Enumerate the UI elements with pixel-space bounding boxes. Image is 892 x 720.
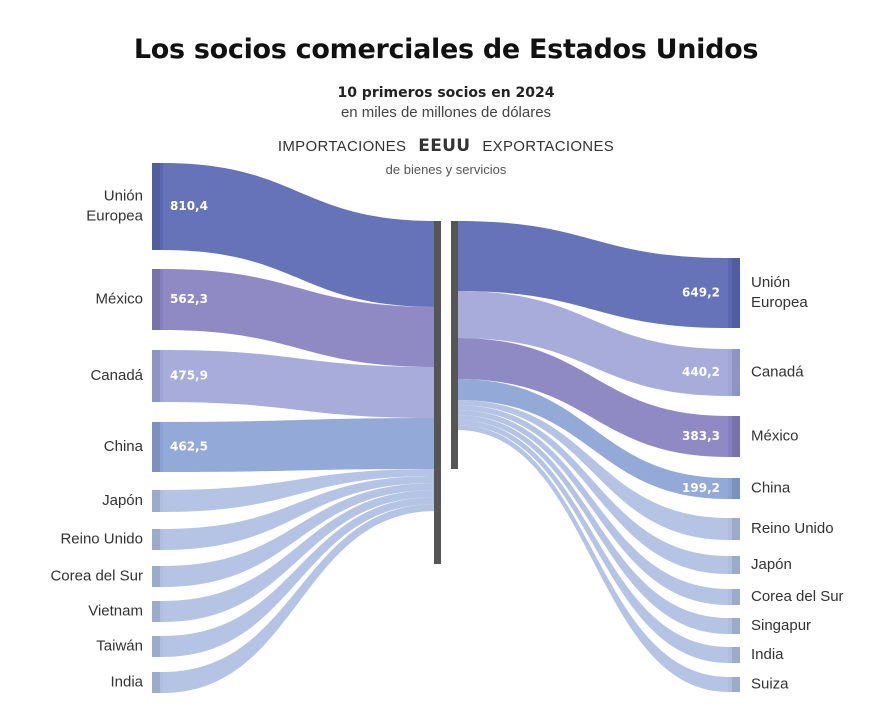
import-label-india: India xyxy=(110,673,143,690)
import-node-edge-mexico xyxy=(152,269,160,330)
import-node-edge-taiwan xyxy=(152,636,160,657)
import-value-union-europea: 810,4 xyxy=(170,199,208,213)
export-label-singapur: Singapur xyxy=(751,617,811,634)
import-flow-china xyxy=(162,418,436,472)
export-flow-china xyxy=(457,379,729,499)
export-node-singapur xyxy=(728,618,740,634)
import-label-vietnam: Vietnam xyxy=(88,602,143,619)
import-label-taiwan: Taiwán xyxy=(96,637,143,654)
import-flow-corea-del-sur xyxy=(162,483,436,587)
export-node-edge-singapur xyxy=(732,618,740,634)
import-flow-india xyxy=(162,504,436,693)
export-node-india xyxy=(728,647,740,663)
import-node-japon xyxy=(152,490,163,512)
import-label-mexico: México xyxy=(95,290,143,307)
export-node-edge-suiza xyxy=(732,677,740,692)
import-flow-mexico xyxy=(162,269,436,367)
import-node-taiwan xyxy=(152,636,163,657)
flow-header: IMPORTACIONES EEUU EXPORTACIONES xyxy=(0,136,892,156)
import-node-edge-india xyxy=(152,672,160,693)
export-flow-union-europea xyxy=(457,221,729,328)
export-node-edge-canada xyxy=(732,349,740,396)
chart-title: Los socios comerciales de Estados Unidos xyxy=(133,34,759,65)
export-node-union-europea xyxy=(728,258,740,328)
export-node-edge-mexico xyxy=(732,416,740,457)
import-node-corea-del-sur xyxy=(152,566,163,587)
import-node-china xyxy=(152,422,163,472)
flow-note: de bienes y servicios xyxy=(385,162,507,177)
import-node-edge-japon xyxy=(152,490,160,512)
import-label-corea-del-sur: Corea del Sur xyxy=(50,567,143,584)
export-node-edge-china xyxy=(732,478,740,499)
import-node-mexico xyxy=(152,269,163,330)
chart-subtitle: 10 primeros socios en 2024 xyxy=(337,85,555,101)
export-flow-japon xyxy=(457,405,729,574)
export-node-japon xyxy=(728,556,740,574)
export-node-china xyxy=(728,478,740,499)
export-flow-corea-del-sur xyxy=(457,410,729,605)
export-label-corea-del-sur: Corea del Sur xyxy=(751,588,844,605)
export-label-canada: Canadá xyxy=(751,363,804,380)
export-flow-mexico xyxy=(457,338,729,457)
export-label-union-europea: Unión Europea xyxy=(751,274,808,311)
export-value-mexico: 383,3 xyxy=(682,429,720,443)
us-exports-bar xyxy=(451,221,458,469)
export-node-canada xyxy=(728,349,740,396)
center-label: EEUU xyxy=(418,136,471,156)
export-node-edge-union-europea xyxy=(732,258,740,328)
import-node-edge-china xyxy=(152,422,160,472)
import-label-japon: Japón xyxy=(102,492,143,509)
import-flow-taiwan xyxy=(162,497,436,657)
export-flow-singapur xyxy=(457,415,729,634)
import-node-union-europea xyxy=(152,163,163,250)
exports-label: EXPORTACIONES xyxy=(482,138,615,155)
export-flow-canada xyxy=(457,291,729,396)
import-node-edge-reino-unido xyxy=(152,529,160,550)
import-value-china: 462,5 xyxy=(170,440,208,454)
import-node-edge-vietnam xyxy=(152,601,160,622)
import-label-reino-unido: Reino Unido xyxy=(60,530,143,547)
export-node-edge-india xyxy=(732,647,740,663)
import-node-vietnam xyxy=(152,601,163,622)
import-node-india xyxy=(152,672,163,693)
import-flow-reino-unido xyxy=(162,476,436,550)
import-node-canada xyxy=(152,350,163,402)
import-value-canada: 475,9 xyxy=(170,369,208,383)
import-flow-vietnam xyxy=(162,490,436,622)
export-value-china: 199,2 xyxy=(682,481,720,495)
import-node-reino-unido xyxy=(152,529,163,550)
export-node-mexico xyxy=(728,416,740,457)
import-flow-japon xyxy=(162,469,436,512)
imports-label: IMPORTACIONES xyxy=(277,138,407,155)
export-node-corea-del-sur xyxy=(728,589,740,605)
export-node-edge-corea-del-sur xyxy=(732,589,740,605)
import-node-edge-corea-del-sur xyxy=(152,566,160,587)
export-label-china: China xyxy=(751,479,791,496)
chart-unit-note: en miles de millones de dólares xyxy=(340,104,552,121)
import-flow-canada xyxy=(162,350,436,418)
import-value-mexico: 562,3 xyxy=(170,292,208,306)
export-node-suiza xyxy=(728,677,740,692)
import-node-edge-union-europea xyxy=(152,163,160,250)
export-node-edge-japon xyxy=(732,556,740,574)
import-label-china: China xyxy=(104,438,144,455)
export-label-japon: Japón xyxy=(751,556,792,573)
import-label-union-europea: Unión Europea xyxy=(86,187,143,224)
export-node-edge-reino-unido xyxy=(732,518,740,540)
us-imports-bar xyxy=(434,221,441,564)
import-flow-union-europea xyxy=(162,163,436,307)
import-label-canada: Canadá xyxy=(90,367,143,384)
export-label-india: India xyxy=(751,646,784,663)
export-label-suiza: Suiza xyxy=(751,675,789,692)
export-label-mexico: México xyxy=(751,427,799,444)
export-value-union-europea: 649,2 xyxy=(682,286,720,300)
export-flow-suiza xyxy=(457,425,729,692)
import-node-edge-canada xyxy=(152,350,160,402)
export-node-reino-unido xyxy=(728,518,740,540)
export-flow-reino-unido xyxy=(457,400,729,540)
export-label-reino-unido: Reino Unido xyxy=(751,520,834,537)
export-value-canada: 440,2 xyxy=(682,365,720,379)
export-flow-india xyxy=(457,420,729,663)
